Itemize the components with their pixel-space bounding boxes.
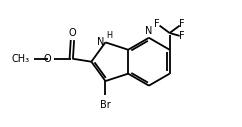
- Text: CH₃: CH₃: [12, 54, 30, 64]
- Text: N: N: [97, 37, 104, 47]
- Text: F: F: [154, 19, 160, 29]
- Text: Br: Br: [100, 100, 111, 110]
- Text: N: N: [145, 26, 153, 36]
- Text: H: H: [107, 31, 113, 40]
- Text: F: F: [179, 31, 185, 41]
- Text: O: O: [43, 54, 51, 64]
- Text: F: F: [179, 19, 185, 29]
- Text: O: O: [69, 28, 76, 38]
